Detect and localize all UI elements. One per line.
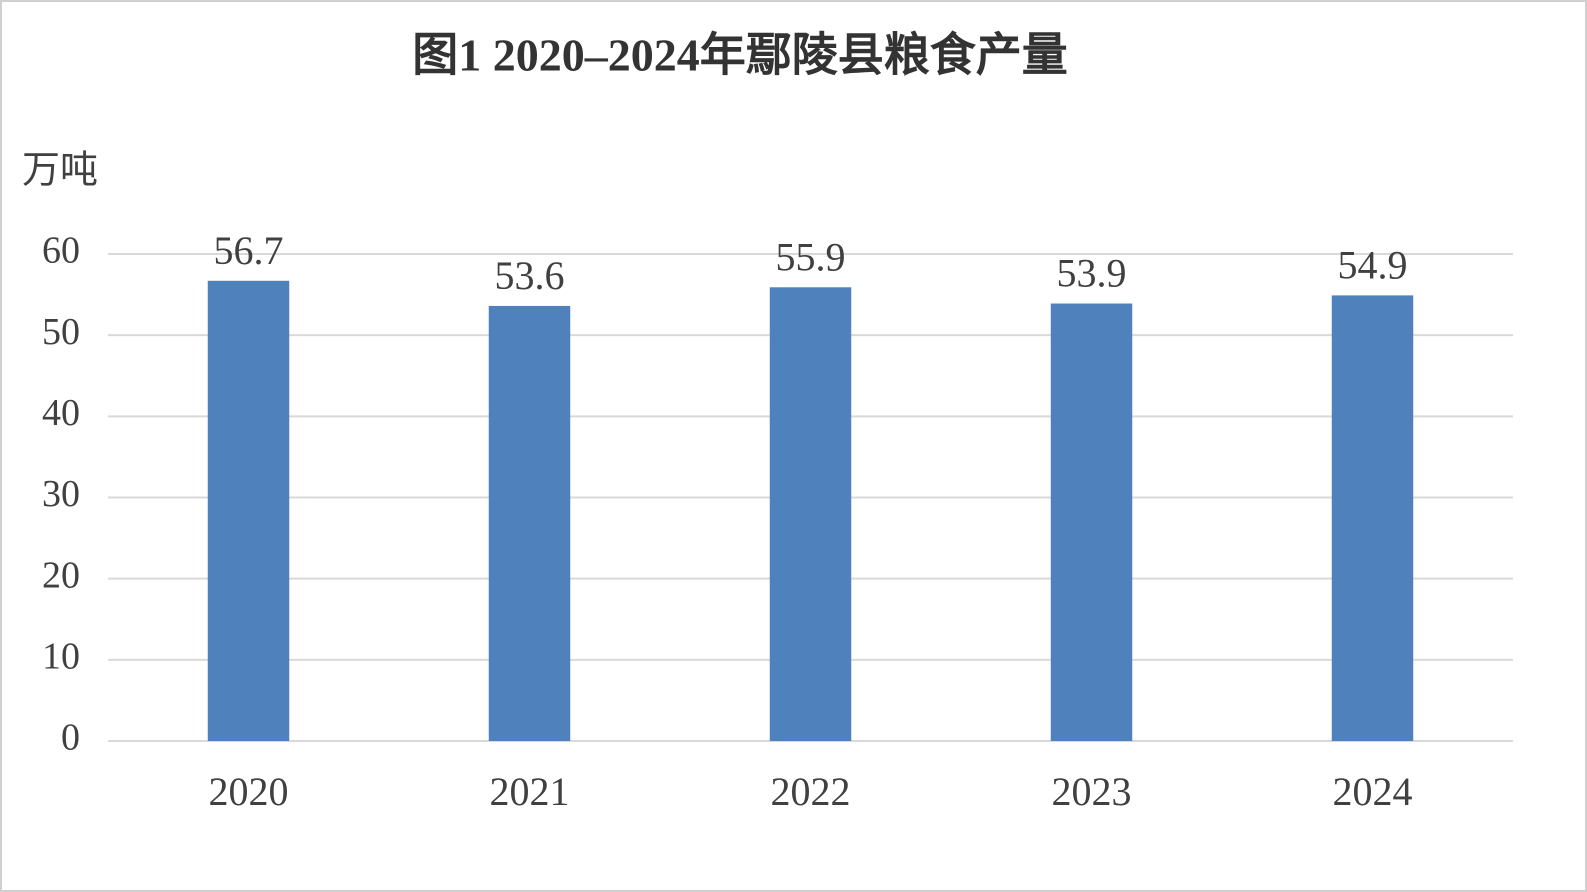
y-tick-label: 10: [42, 636, 80, 678]
x-tick-label: 2022: [771, 769, 851, 814]
x-tick-label: 2024: [1333, 769, 1413, 814]
y-tick-label: 50: [42, 311, 80, 353]
data-label: 54.9: [1338, 243, 1408, 288]
x-tick-label: 2023: [1052, 769, 1132, 814]
data-label: 56.7: [214, 228, 284, 273]
y-tick-label: 60: [42, 230, 80, 272]
bar: [1050, 303, 1133, 741]
y-tick-label: 30: [42, 473, 80, 515]
bar: [769, 287, 852, 741]
y-tick-label: 40: [42, 392, 80, 434]
y-axis-label: 万吨: [22, 150, 98, 192]
y-tick-label: 20: [42, 554, 80, 596]
data-label: 53.6: [495, 253, 565, 298]
x-tick-label: 2020: [209, 769, 289, 814]
data-label: 53.9: [1057, 251, 1127, 296]
chart-title: 图1 2020–2024年鄢陵县粮食产量: [412, 30, 1068, 81]
data-label: 55.9: [776, 234, 846, 279]
bar: [1331, 295, 1414, 741]
x-tick-label: 2021: [490, 769, 570, 814]
bar: [207, 280, 290, 741]
bar: [488, 305, 571, 741]
y-tick-label: 0: [61, 717, 80, 759]
